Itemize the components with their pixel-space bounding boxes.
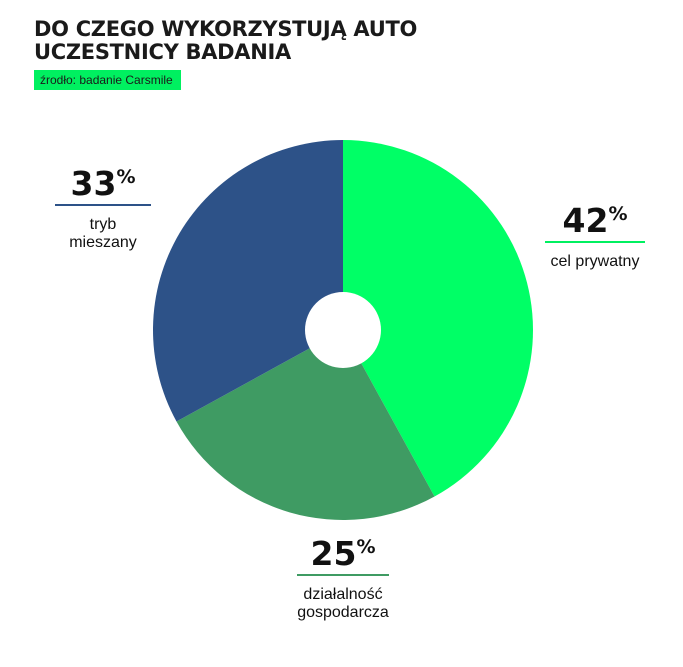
category-label: gospodarcza (297, 604, 389, 621)
donut-hole (305, 292, 381, 368)
percent-label: 42% (563, 201, 628, 240)
pie-slice-tryb (153, 140, 343, 422)
pie-slice-działalność (176, 330, 435, 520)
percent-label: 33% (71, 164, 136, 203)
chart-title: DO CZEGO WYKORZYSTUJĄ AUTO UCZESTNICY BA… (34, 18, 554, 64)
percent-label: 25% (311, 534, 376, 573)
category-label: tryb (90, 216, 117, 233)
category-label: cel prywatny (551, 253, 640, 270)
slice-label-cel: 42% cel prywatny (545, 201, 645, 270)
chart-title-line-1: DO CZEGO WYKORZYSTUJĄ AUTO (34, 17, 418, 41)
chart-title-line-2: UCZESTNICY BADANIA (34, 40, 291, 64)
category-label: mieszany (69, 234, 137, 251)
source-badge: źrodło: badanie Carsmile (34, 70, 181, 90)
category-label: działalność (303, 586, 382, 603)
pie-slice-cel (343, 140, 533, 497)
